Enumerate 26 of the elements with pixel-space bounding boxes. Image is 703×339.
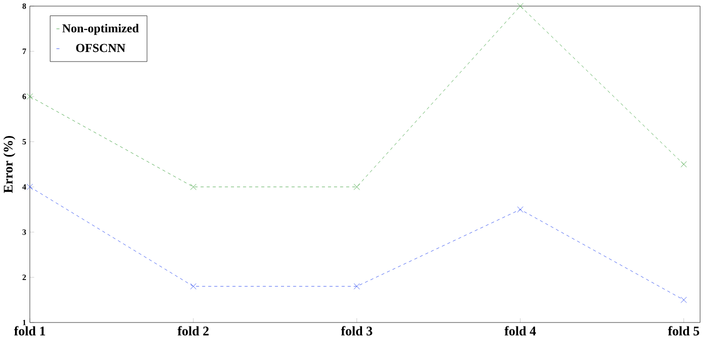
y-tick-label: 3 bbox=[22, 229, 26, 235]
point bbox=[680, 296, 687, 304]
x-tick-label: fold 4 bbox=[504, 326, 536, 336]
point bbox=[517, 206, 524, 213]
y-tick-label: 5 bbox=[22, 139, 26, 144]
point bbox=[190, 283, 196, 290]
point bbox=[517, 3, 524, 10]
point bbox=[354, 283, 360, 290]
y-tick-label: 6 bbox=[22, 94, 26, 100]
point bbox=[190, 184, 196, 190]
y-tick-label: 8 bbox=[22, 3, 26, 9]
x-tick-label: fold 2 bbox=[178, 326, 209, 336]
y-tick-label: 7 bbox=[22, 48, 26, 54]
point bbox=[26, 184, 33, 190]
x-tick-label: fold 1 bbox=[14, 326, 46, 336]
y-tick-label: 1 bbox=[22, 320, 26, 326]
point bbox=[680, 161, 687, 168]
y-axis-title: Error (%) bbox=[3, 136, 16, 194]
x-tick-label: fold 5 bbox=[668, 326, 700, 336]
point bbox=[354, 184, 360, 190]
point bbox=[26, 94, 33, 100]
legend-label: OFSCNN bbox=[76, 44, 126, 52]
y-tick-label: 4 bbox=[22, 184, 26, 190]
legend-label: Non-optimized bbox=[62, 24, 139, 35]
y-tick-label: 2 bbox=[22, 274, 26, 280]
x-tick-label: fold 3 bbox=[341, 326, 372, 336]
